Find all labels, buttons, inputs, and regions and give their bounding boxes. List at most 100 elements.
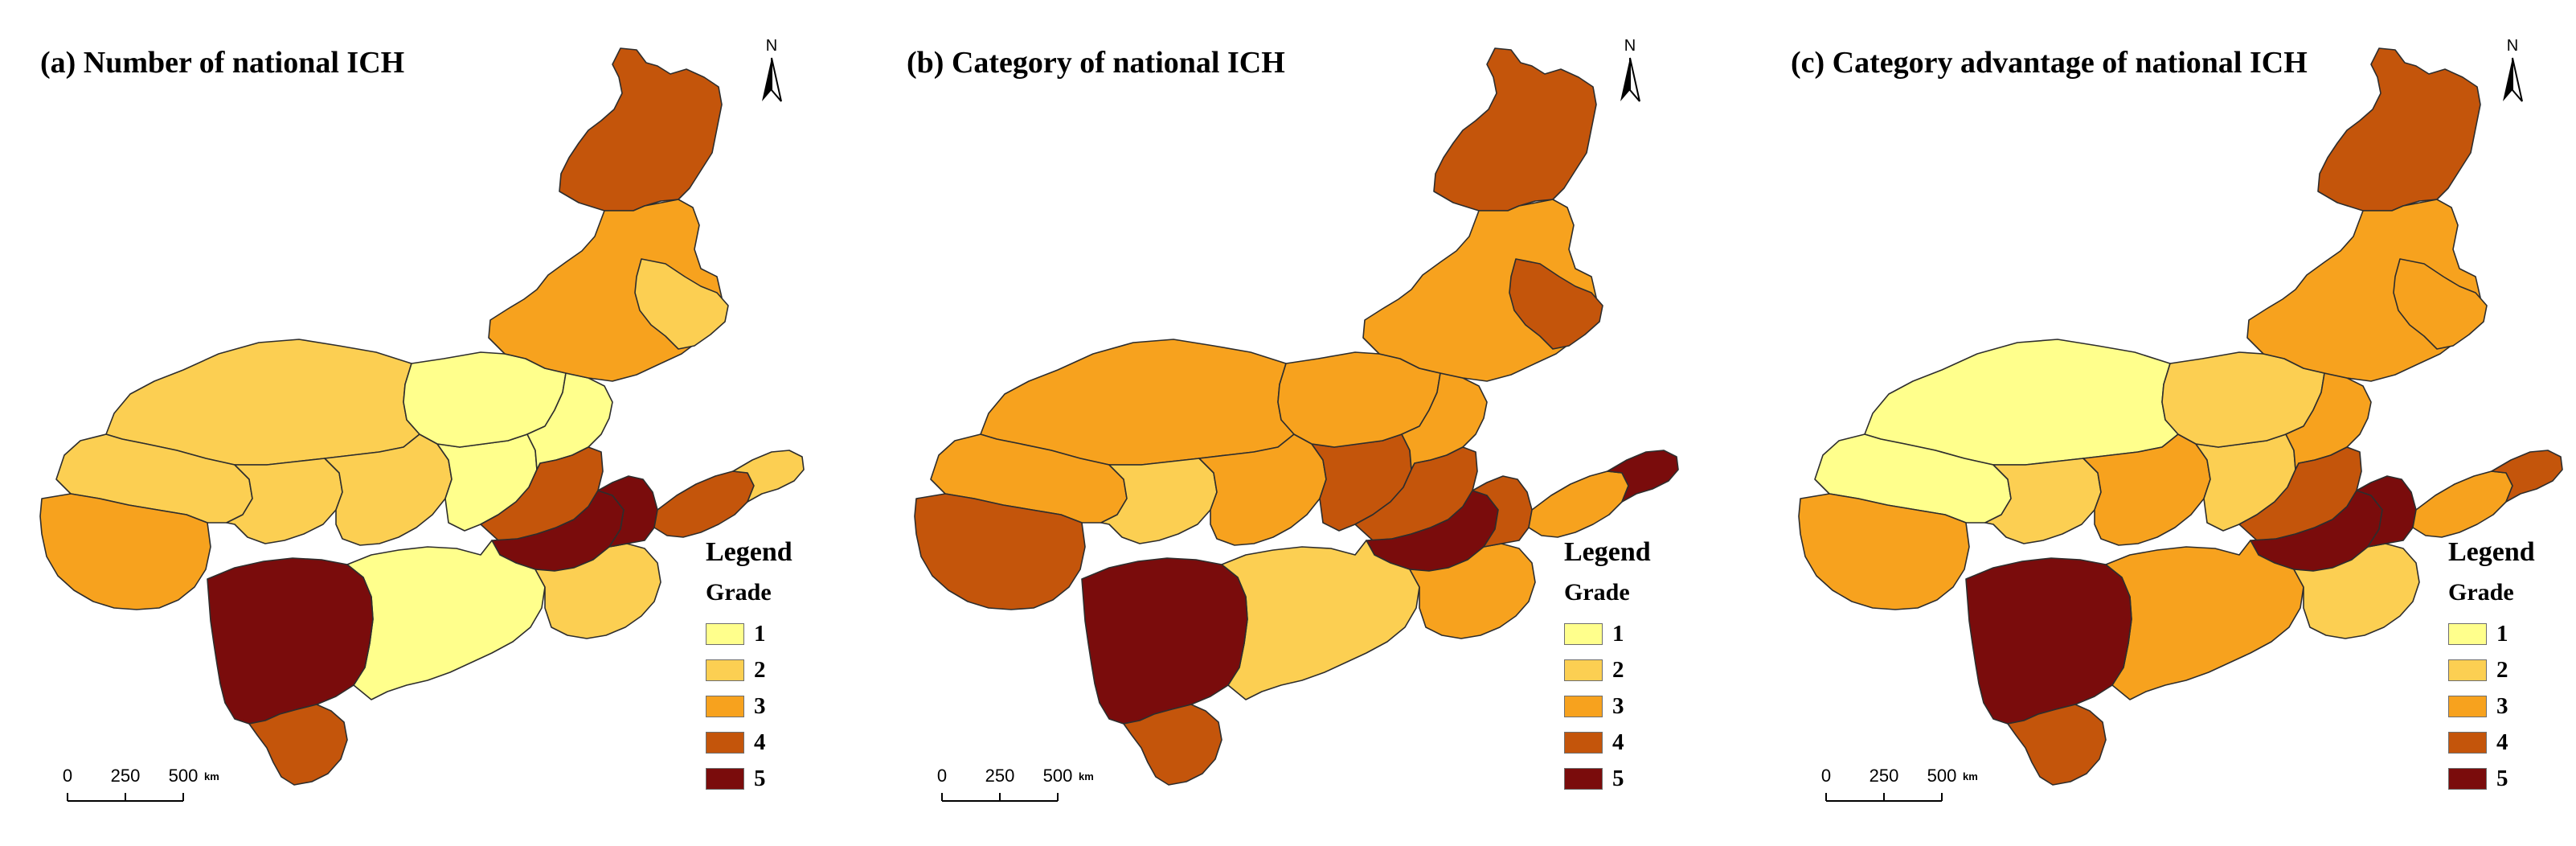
region-central-b bbox=[324, 433, 453, 546]
region-central-a bbox=[1984, 458, 2102, 544]
legend-swatch bbox=[2448, 768, 2487, 790]
scale-bar-line bbox=[67, 793, 184, 802]
legend-swatch bbox=[2448, 696, 2487, 717]
region-sw-tail bbox=[2007, 704, 2107, 786]
map-panel-a: (a) Number of national ICH N Legend Grad… bbox=[0, 0, 858, 846]
legend-swatch bbox=[2448, 732, 2487, 754]
scale-unit: km bbox=[1079, 770, 1094, 782]
legend-swatch bbox=[706, 696, 744, 717]
legend-swatch bbox=[706, 768, 744, 790]
region-far-ne bbox=[1433, 47, 1597, 212]
scale-unit: km bbox=[204, 770, 219, 782]
region-east-block bbox=[534, 543, 661, 639]
legend-label: 1 bbox=[754, 621, 766, 647]
scale-label: 500 bbox=[1927, 766, 1957, 786]
legend-label: 4 bbox=[2496, 729, 2508, 755]
region-west-tip bbox=[1798, 493, 1970, 610]
legend-swatch bbox=[1564, 623, 1603, 645]
region-central-b bbox=[2083, 433, 2211, 546]
legend-label: 2 bbox=[1612, 657, 1624, 683]
region-shandong-e bbox=[653, 470, 755, 538]
panel-title: (c) Category advantage of national ICH bbox=[1791, 46, 2308, 80]
north-arrow-icon bbox=[1620, 57, 1640, 102]
north-arrow: N bbox=[2496, 37, 2529, 106]
region-east-block bbox=[2293, 543, 2420, 639]
panel-title: (a) Number of national ICH bbox=[40, 46, 405, 80]
legend-item: 3 bbox=[1564, 688, 1651, 725]
region-sw-block bbox=[1081, 557, 1248, 725]
legend-label: 1 bbox=[1612, 621, 1624, 647]
scale-bar-line bbox=[941, 793, 1059, 802]
scale-label: 500 bbox=[168, 766, 199, 786]
region-far-ne bbox=[2317, 47, 2481, 212]
map-panel-c: (c) Category advantage of national ICH N… bbox=[1717, 0, 2575, 846]
region-west-mid bbox=[55, 433, 253, 524]
region-shandong-w bbox=[2356, 475, 2417, 548]
legend-label: 3 bbox=[754, 693, 766, 719]
region-ne-main bbox=[488, 199, 723, 382]
scale-unit: km bbox=[1963, 770, 1978, 782]
region-sw-tail bbox=[1123, 704, 1222, 786]
scale-label: 500 bbox=[1042, 766, 1073, 786]
region-ne-east bbox=[1509, 258, 1603, 350]
region-ne-east bbox=[2393, 258, 2488, 350]
region-central-b bbox=[1198, 433, 1327, 546]
choropleth-map bbox=[914, 47, 1679, 786]
legend-swatch bbox=[1564, 768, 1603, 790]
legend-label: 5 bbox=[754, 766, 766, 791]
north-arrow-icon bbox=[762, 57, 782, 102]
region-south-central bbox=[1221, 540, 1420, 700]
choropleth-map bbox=[39, 47, 805, 786]
legend-item: 3 bbox=[706, 688, 792, 725]
legend-swatch bbox=[706, 732, 744, 754]
scale-bar: 0 250 500 km bbox=[48, 766, 257, 814]
region-ne-east bbox=[634, 258, 729, 350]
legend-subtitle: Grade bbox=[1564, 579, 1630, 606]
legend-subtitle: Grade bbox=[2448, 579, 2514, 606]
legend-item: 1 bbox=[2448, 616, 2535, 652]
region-west-tip bbox=[39, 493, 211, 610]
legend-item: 2 bbox=[706, 652, 792, 688]
region-central-a bbox=[1100, 458, 1218, 544]
region-sw-tail bbox=[248, 704, 348, 786]
region-east-block bbox=[1409, 543, 1536, 639]
region-shandong-tip bbox=[2491, 450, 2563, 503]
map-regions bbox=[1798, 47, 2563, 786]
legend-item: 5 bbox=[2448, 761, 2535, 797]
legend-item: 1 bbox=[706, 616, 792, 652]
region-south-central bbox=[2105, 540, 2304, 700]
legend-subtitle: Grade bbox=[706, 579, 772, 606]
legend-swatch bbox=[706, 659, 744, 681]
region-west-tip bbox=[914, 493, 1086, 610]
legend-title: Legend bbox=[1564, 537, 1651, 567]
legend-label: 2 bbox=[2496, 657, 2508, 683]
north-label: N bbox=[765, 37, 778, 55]
map-panel-b: (b) Category of national ICH N Legend Gr… bbox=[858, 0, 1717, 846]
legend-label: 3 bbox=[2496, 693, 2508, 719]
legend-swatch bbox=[1564, 696, 1603, 717]
region-west-mid bbox=[1814, 433, 2012, 524]
region-shandong-w bbox=[597, 475, 658, 548]
legend-item: 4 bbox=[2448, 725, 2535, 761]
region-shandong-w bbox=[1472, 475, 1533, 548]
north-label: N bbox=[1624, 37, 1636, 55]
north-arrow: N bbox=[756, 37, 788, 106]
region-shandong-tip bbox=[732, 450, 805, 503]
legend-item: 5 bbox=[1564, 761, 1651, 797]
scale-bar: 0 250 500 km bbox=[923, 766, 1132, 814]
legend-item: 4 bbox=[706, 725, 792, 761]
legend-item: 4 bbox=[1564, 725, 1651, 761]
north-arrow: N bbox=[1614, 37, 1646, 106]
region-central-a bbox=[226, 458, 343, 544]
region-ne-main bbox=[1362, 199, 1597, 382]
legend-label: 4 bbox=[1612, 729, 1624, 755]
legend-rows: 1 2 3 4 5 bbox=[706, 616, 792, 797]
legend-swatch bbox=[706, 623, 744, 645]
region-far-ne bbox=[559, 47, 723, 212]
legend: Legend Grade 1 2 3 4 5 bbox=[1564, 537, 1651, 797]
region-west-mid bbox=[930, 433, 1128, 524]
choropleth-map bbox=[1798, 47, 2563, 786]
legend-label: 5 bbox=[1612, 766, 1624, 791]
legend-item: 2 bbox=[2448, 652, 2535, 688]
region-sw-block bbox=[207, 557, 374, 725]
